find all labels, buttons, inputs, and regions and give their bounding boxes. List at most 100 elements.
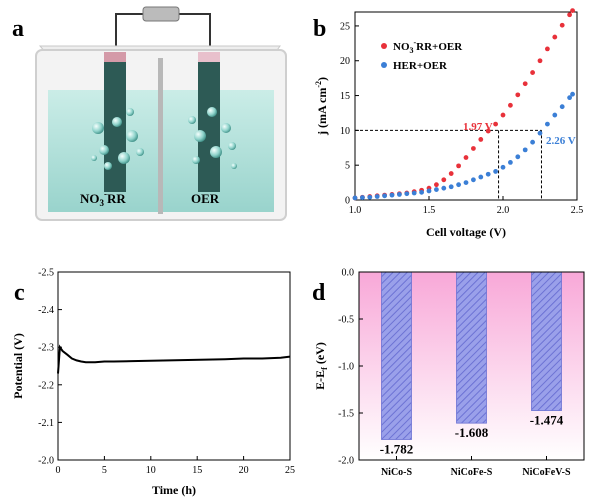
point-blue bbox=[567, 95, 572, 101]
point-red bbox=[485, 128, 491, 134]
xlabel-b: Cell voltage (V) bbox=[426, 225, 506, 239]
legend-swatch-blue bbox=[381, 62, 387, 68]
x-tick-label-c: 15 bbox=[192, 465, 202, 476]
ylabel-b: j (mA cm-2) bbox=[314, 77, 329, 136]
x-tick-label-c: 10 bbox=[146, 465, 156, 476]
point-red bbox=[500, 112, 506, 118]
point-blue bbox=[570, 91, 575, 97]
point-red bbox=[559, 22, 565, 28]
x-tick-label-b: 1.5 bbox=[423, 205, 436, 216]
y-tick-label-c: -2.2 bbox=[38, 380, 54, 391]
point-blue bbox=[441, 185, 447, 191]
y-tick-label-b: 5 bbox=[345, 161, 350, 172]
y-tick-label-c: -2.1 bbox=[38, 418, 54, 429]
point-red bbox=[493, 121, 498, 127]
point-red bbox=[434, 182, 439, 188]
x-tick-label-d: NiCoFeV-S bbox=[522, 467, 571, 478]
y-tick-label-c: -2.0 bbox=[38, 456, 54, 467]
right-chamber-label: OER bbox=[191, 191, 220, 206]
point-blue bbox=[352, 195, 358, 201]
legend-swatch-red bbox=[381, 43, 387, 49]
y-tick-label-b: 0 bbox=[345, 196, 350, 207]
point-red bbox=[471, 146, 476, 151]
legend-b: NO3-RR+OER HER+OER bbox=[381, 38, 463, 72]
panel-c: c 0 5 10 15 20 25 -2.0 -2.1 -2.2 -2.3 -2.4 -2.5 Tim… bbox=[11, 268, 295, 498]
y-tick-label-d: -0.5 bbox=[338, 315, 354, 326]
x-tick-label-d: NiCoFe-S bbox=[451, 467, 493, 478]
y-tick-label-b: 15 bbox=[340, 91, 350, 102]
y-tick-label-b: 20 bbox=[340, 56, 350, 67]
bar bbox=[531, 271, 562, 411]
point-blue bbox=[389, 192, 395, 198]
panel-a: a bbox=[12, 6, 287, 221]
y-tick-label-b: 10 bbox=[340, 126, 350, 137]
axes-d: 0.0 -0.5 -1.0 -1.5 -2.0 NiCo-S NiCoFe-S NiCoFeV… bbox=[338, 268, 571, 479]
point-red bbox=[530, 70, 535, 75]
bar-value-label: -1.782 bbox=[380, 442, 414, 457]
y-tick-label-b: 25 bbox=[340, 21, 350, 32]
panel-c-label: c bbox=[14, 280, 25, 306]
right-electrode bbox=[198, 62, 220, 192]
left-electrode bbox=[104, 62, 126, 192]
point-blue bbox=[559, 104, 565, 110]
point-blue bbox=[419, 189, 424, 195]
point-blue bbox=[478, 174, 484, 180]
point-blue bbox=[404, 191, 410, 197]
x-tick-label-c: 0 bbox=[56, 465, 61, 476]
x-tick-label-b: 1.0 bbox=[349, 205, 362, 216]
plot-frame-b bbox=[354, 11, 578, 201]
y-tick-label-d: -2.0 bbox=[338, 456, 354, 467]
y-tick-label-c: -2.5 bbox=[38, 268, 54, 279]
ylabel-d: E-Ef (eV) bbox=[313, 342, 329, 390]
marks-b bbox=[352, 8, 575, 201]
ylabel-c: Potential (V) bbox=[11, 333, 25, 399]
y-tick-label-d: -1.0 bbox=[338, 362, 354, 373]
point-red bbox=[545, 46, 550, 52]
panel-d: d -1.782 -1.608 -1.474 0.0 -0.5 -1.0 -1.5 -2.0… bbox=[312, 268, 585, 479]
membrane bbox=[158, 58, 163, 214]
point-blue bbox=[493, 169, 498, 174]
y-tick-label-d: -1.5 bbox=[338, 409, 354, 420]
point-red bbox=[567, 12, 572, 18]
y-tick-label-d: 0.0 bbox=[342, 268, 355, 279]
x-tick-label-b: 2.5 bbox=[571, 205, 584, 216]
point-blue bbox=[382, 193, 387, 199]
point-blue bbox=[463, 180, 469, 185]
y-tick-label-c: -2.4 bbox=[38, 305, 54, 316]
point-red bbox=[552, 34, 558, 40]
axes-b: 1.0 1.5 2.0 2.5 0 5 10 15 20 25 bbox=[340, 21, 583, 216]
annotation-red: 1.97 V bbox=[463, 121, 493, 133]
axes-c: 0 5 10 15 20 25 -2.0 -2.1 -2.2 -2.3 -2.4 -2.5 bbox=[38, 268, 295, 477]
panel-b-label: b bbox=[313, 16, 326, 42]
bubbles bbox=[91, 107, 237, 170]
point-red bbox=[570, 8, 575, 14]
point-red bbox=[441, 177, 447, 183]
point-blue bbox=[434, 187, 439, 192]
x-tick-label-c: 25 bbox=[285, 465, 295, 476]
point-blue bbox=[426, 188, 432, 194]
point-blue bbox=[456, 182, 461, 188]
point-blue bbox=[522, 147, 528, 153]
point-blue bbox=[448, 184, 454, 190]
marks-d: -1.782 -1.608 -1.474 bbox=[380, 271, 564, 457]
x-tick-label-d: NiCo-S bbox=[381, 467, 413, 478]
point-red bbox=[463, 155, 469, 160]
point-blue bbox=[471, 177, 476, 183]
marks-c bbox=[57, 344, 291, 374]
point-red bbox=[448, 171, 454, 176]
point-blue bbox=[552, 112, 558, 118]
circuit-wire bbox=[115, 13, 211, 48]
bar-value-label: -1.474 bbox=[530, 413, 564, 428]
point-blue bbox=[500, 164, 506, 170]
x-tick-label-b: 2.0 bbox=[497, 205, 510, 216]
legend-entry-blue: HER+OER bbox=[393, 60, 448, 72]
point-blue bbox=[374, 194, 380, 199]
x-tick-label-c: 5 bbox=[102, 465, 107, 476]
point-red bbox=[537, 58, 543, 64]
point-red bbox=[508, 102, 513, 108]
bar bbox=[456, 271, 487, 424]
series-line-c bbox=[57, 344, 291, 374]
bar bbox=[381, 271, 412, 440]
xlabel-c: Time (h) bbox=[152, 483, 196, 497]
